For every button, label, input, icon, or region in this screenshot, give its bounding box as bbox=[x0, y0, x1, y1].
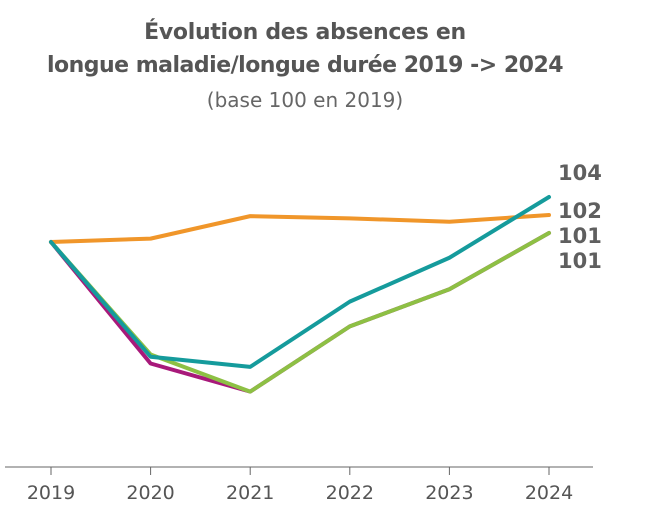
end-value-label: 104 bbox=[558, 161, 602, 185]
x-tick-label: 2024 bbox=[525, 482, 573, 504]
end-value-label: 101 bbox=[558, 224, 602, 248]
series-line-1 bbox=[49, 231, 551, 394]
end-value-label: 101 bbox=[558, 249, 602, 273]
end-value-label: 102 bbox=[558, 199, 602, 223]
x-tick-label: 2023 bbox=[425, 482, 473, 504]
x-tick-label: 2022 bbox=[326, 482, 374, 504]
series-line-2 bbox=[49, 231, 551, 394]
series-line-3 bbox=[49, 195, 551, 369]
series-line-0 bbox=[49, 213, 551, 244]
chart-title-line-2: longue maladie/longue durée 2019 -> 2024 bbox=[46, 53, 564, 78]
x-tick-label: 2019 bbox=[27, 482, 75, 504]
chart-subtitle: (base 100 en 2019) bbox=[206, 88, 404, 112]
x-tick-label: 2021 bbox=[226, 482, 274, 504]
chart-title-line-1: Évolution des absences en bbox=[144, 20, 466, 45]
x-tick-label: 2020 bbox=[126, 482, 174, 504]
